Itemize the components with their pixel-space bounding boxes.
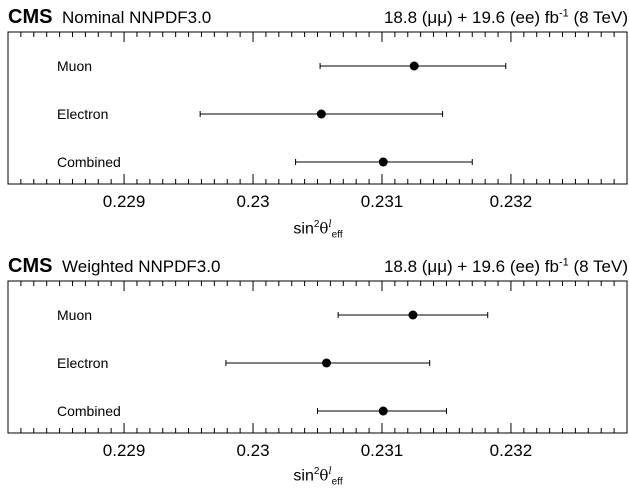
category-label: Muon <box>57 307 92 323</box>
x-axis-label-sin: sin <box>293 220 314 238</box>
category-label: Muon <box>57 58 92 74</box>
energy-label: (8 TeV) <box>573 8 629 27</box>
luminosity-exponent: -1 <box>558 256 569 269</box>
luminosity-text: 18.8 (μμ) + 19.6 (ee) fb <box>383 8 559 27</box>
x-tick-label: 0.23 <box>236 441 269 460</box>
category-label: Electron <box>57 106 108 122</box>
x-axis-label: sin2θleff <box>268 219 368 241</box>
luminosity-label: 18.8 (μμ) + 19.6 (ee) fb-1 (8 TeV) <box>384 8 628 28</box>
chart-title: Weighted NNPDF3.0 <box>62 257 221 276</box>
chart-header: CMS Nominal NNPDF3.0 18.8 (μμ) + 19.6 (e… <box>8 6 628 28</box>
luminosity-text: 18.8 (μμ) + 19.6 (ee) fb <box>383 257 559 276</box>
energy-label: (8 TeV) <box>573 257 629 276</box>
luminosity-exponent: -1 <box>558 7 569 20</box>
data-point <box>409 61 419 71</box>
data-point <box>378 157 388 167</box>
experiment-label: CMS <box>8 6 53 28</box>
x-axis-label-sub: eff <box>331 229 343 241</box>
chart-title: Nominal NNPDF3.0 <box>62 8 212 27</box>
x-tick-label: 0.229 <box>103 192 146 211</box>
category-label: Combined <box>57 154 121 170</box>
chart-plot-area: 0.229 0.23 0.231 0.232 Muon Electron Combined <box>7 280 628 460</box>
data-point <box>378 406 388 416</box>
x-axis-label-sup: 2 <box>313 466 320 477</box>
x-axis-label-ell: l <box>328 219 332 230</box>
x-tick-label: 0.232 <box>490 441 533 460</box>
x-axis-label-sub: eff <box>331 476 343 488</box>
x-axis-label-sin: sin <box>293 467 314 485</box>
x-axis-label-theta: θ <box>319 219 329 238</box>
x-axis-label-ell: l <box>328 466 332 477</box>
data-point <box>322 358 332 368</box>
x-tick-label: 0.232 <box>490 192 533 211</box>
chart-panel-nominal: CMS Nominal NNPDF3.0 18.8 (μμ) + 19.6 (e… <box>0 0 629 248</box>
x-tick-label: 0.231 <box>361 192 404 211</box>
x-tick-label: 0.23 <box>236 192 269 211</box>
luminosity-label: 18.8 (μμ) + 19.6 (ee) fb-1 (8 TeV) <box>384 257 628 277</box>
data-point <box>316 109 326 119</box>
experiment-label: CMS <box>8 255 53 277</box>
x-axis-label: sin2θleff <box>268 466 368 488</box>
data-point <box>408 310 418 320</box>
category-label: Electron <box>57 355 108 371</box>
x-axis-label-sup: 2 <box>313 219 320 230</box>
chart-panel-weighted: CMS Weighted NNPDF3.0 18.8 (μμ) + 19.6 (… <box>0 249 629 497</box>
chart-header: CMS Weighted NNPDF3.0 18.8 (μμ) + 19.6 (… <box>8 255 628 277</box>
category-label: Combined <box>57 403 121 419</box>
x-axis-label-theta: θ <box>319 466 329 485</box>
x-tick-label: 0.229 <box>103 441 146 460</box>
x-tick-label: 0.231 <box>361 441 404 460</box>
chart-plot-area: 0.229 0.23 0.231 0.232 Muon Electron Combined <box>7 31 628 211</box>
